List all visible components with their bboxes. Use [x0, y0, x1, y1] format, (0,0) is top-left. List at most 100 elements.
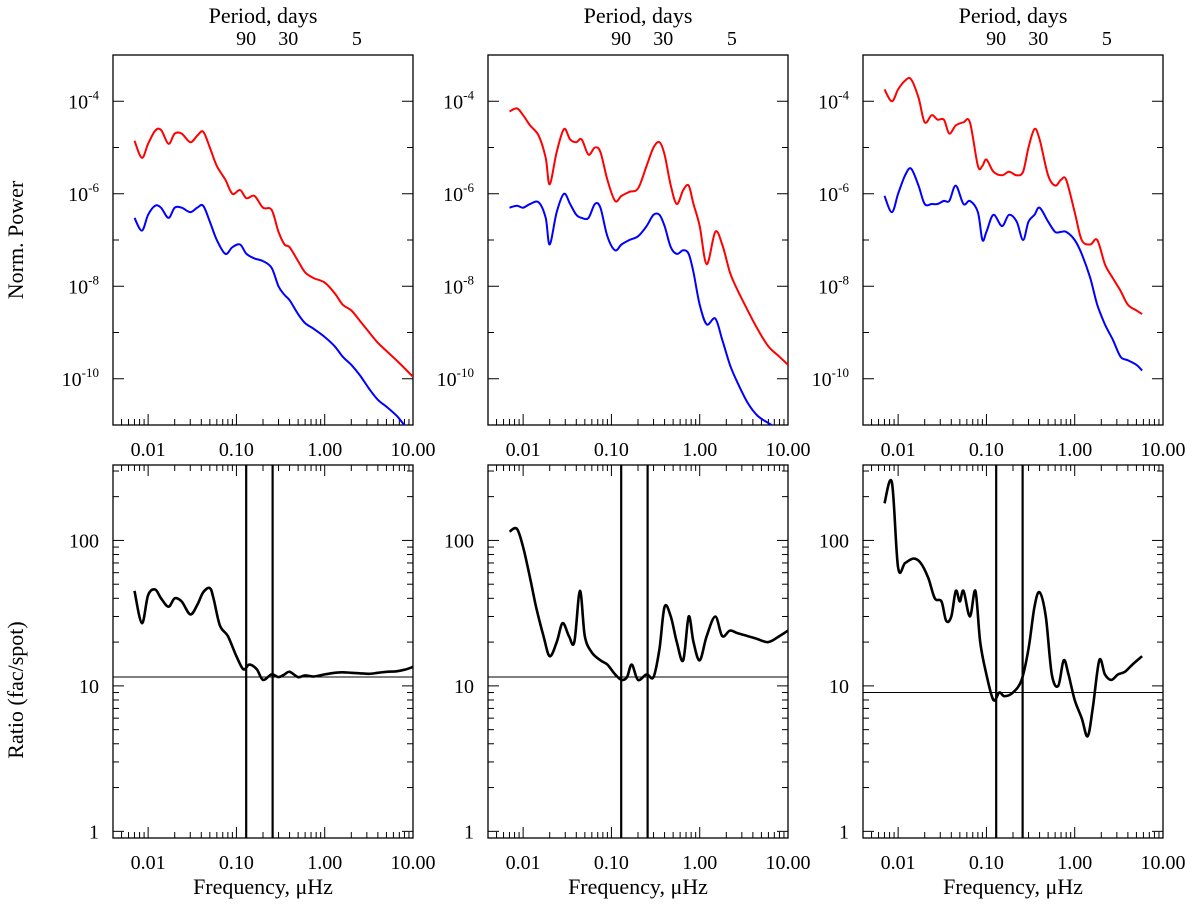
y-tick-label: 10-8 [818, 272, 849, 298]
x-tick-label: 10.00 [1141, 852, 1186, 874]
x-ticks [112, 465, 414, 838]
y-tick-label: 100 [819, 530, 849, 552]
y-tick-base: 10 [443, 184, 463, 206]
ratio-panel-3: 0.01 0.10 1.00 10.00 100 10 1 Frequency, μHz [819, 464, 1186, 899]
y-tick-label: 1 [839, 821, 849, 843]
plot-area [509, 107, 788, 425]
x-ticks [487, 414, 789, 425]
y-tick-base: 10 [443, 276, 463, 298]
x-ticks [487, 465, 789, 838]
x-tick-label: 0.01 [881, 852, 916, 874]
x-tick-label: 0.10 [969, 852, 1004, 874]
y-tick-exponent: -10 [457, 365, 474, 380]
plot-frame [487, 54, 789, 426]
y-tick-label: 10-6 [443, 180, 474, 206]
y-tick-label: 10-4 [443, 87, 474, 113]
y-ticks [488, 470, 788, 839]
power-panel-1: 0.01 0.10 1.00 10.0010-410-610-810-10Period… [62, 3, 436, 461]
red-series-line [133, 127, 413, 378]
x-tick-label: 0.10 [219, 852, 254, 874]
x-ticks [862, 414, 1164, 425]
y-tick-base: 10 [812, 369, 832, 391]
plot-frame [112, 464, 414, 839]
plot-area [113, 465, 413, 838]
blue-series-line [509, 192, 774, 425]
x-tick-label: 1.00 [682, 852, 717, 874]
x-axis-title: Frequency, μHz [943, 874, 1083, 899]
y-tick-base: 10 [68, 184, 88, 206]
blue-series-line [133, 203, 406, 425]
y-tick-exponent: -4 [838, 87, 849, 102]
x-axis-title: Frequency, μHz [193, 874, 333, 899]
y-ticks [113, 54, 413, 426]
period-tick-label: 90 [611, 28, 631, 50]
plot-area [883, 76, 1143, 372]
x-tick-label: 1.00 [1057, 852, 1092, 874]
x-tick-label: 1.00 [1057, 439, 1092, 461]
y-tick-label: 100 [69, 530, 99, 552]
ratio-series-line [133, 586, 413, 682]
period-tick-label: 5 [1102, 28, 1112, 50]
y-tick-base: 10 [443, 91, 463, 113]
y-tick-label: 10-10 [437, 365, 474, 391]
plot-frame [862, 464, 1164, 839]
plot-frame [487, 464, 789, 839]
x-tick-label: 0.10 [594, 439, 629, 461]
y-tick-exponent: -10 [82, 365, 99, 380]
y-tick-exponent: -8 [88, 272, 99, 287]
y-tick-exponent: -8 [838, 272, 849, 287]
y-tick-base: 10 [437, 369, 457, 391]
period-tick-label: 90 [236, 28, 256, 50]
x-tick-label: 10.00 [391, 852, 436, 874]
y-tick-label: 100 [444, 530, 474, 552]
y-tick-label: 10-4 [68, 87, 99, 113]
y-tick-label: 10 [829, 676, 849, 698]
y-tick-base: 10 [818, 184, 838, 206]
x-tick-label: 0.01 [881, 439, 916, 461]
y-tick-label: 10-10 [812, 365, 849, 391]
y-tick-exponent: -6 [88, 180, 99, 195]
y-tick-base: 10 [818, 276, 838, 298]
y-ticks [863, 470, 1163, 839]
y-tick-base: 10 [68, 276, 88, 298]
x-tick-label: 10.00 [1141, 439, 1186, 461]
ratio-panel-2: 0.01 0.10 1.00 10.00 100 10 1 Frequency, μHz [444, 464, 811, 899]
period-tick-label: 5 [727, 28, 737, 50]
y-tick-exponent: -8 [463, 272, 474, 287]
x-tick-label: 0.01 [131, 439, 166, 461]
x-tick-label: 0.10 [594, 852, 629, 874]
red-series-line [883, 76, 1143, 315]
ratio-ylabel: Ratio (fac/spot) [3, 621, 28, 758]
y-tick-label: 10-6 [818, 180, 849, 206]
y-ticks [488, 54, 788, 426]
y-tick-base: 10 [68, 91, 88, 113]
blue-series-line [883, 167, 1143, 372]
y-ticks [113, 470, 413, 839]
y-tick-label: 10 [79, 676, 99, 698]
y-tick-exponent: -10 [832, 365, 849, 380]
x-tick-label: 10.00 [766, 852, 811, 874]
plot-frame [112, 54, 414, 426]
y-ticks [863, 54, 1163, 426]
period-tick-label: 30 [653, 28, 673, 50]
plot-area [488, 465, 788, 838]
y-tick-base: 10 [62, 369, 82, 391]
x-tick-label: 10.00 [391, 439, 436, 461]
y-tick-label: 10-4 [818, 87, 849, 113]
plot-area [863, 465, 1163, 838]
x-ticks [862, 465, 1164, 838]
ratio-series-line [883, 478, 1143, 738]
y-tick-label: 10-6 [68, 180, 99, 206]
period-axis-title: Period, days [959, 3, 1068, 28]
y-tick-exponent: -4 [463, 87, 474, 102]
power-panel-2: 0.01 0.10 1.00 10.0010-410-610-810-10Period… [437, 3, 811, 461]
x-axis-title: Frequency, μHz [568, 874, 708, 899]
x-tick-label: 0.10 [969, 439, 1004, 461]
period-axis-title: Period, days [584, 3, 693, 28]
power-panel-3: 0.01 0.10 1.00 10.0010-410-610-810-10Period… [812, 3, 1186, 461]
x-tick-label: 0.10 [219, 439, 254, 461]
ratio-series-line [508, 526, 788, 682]
period-axis-title: Period, days [209, 3, 318, 28]
y-tick-label: 10 [454, 676, 474, 698]
